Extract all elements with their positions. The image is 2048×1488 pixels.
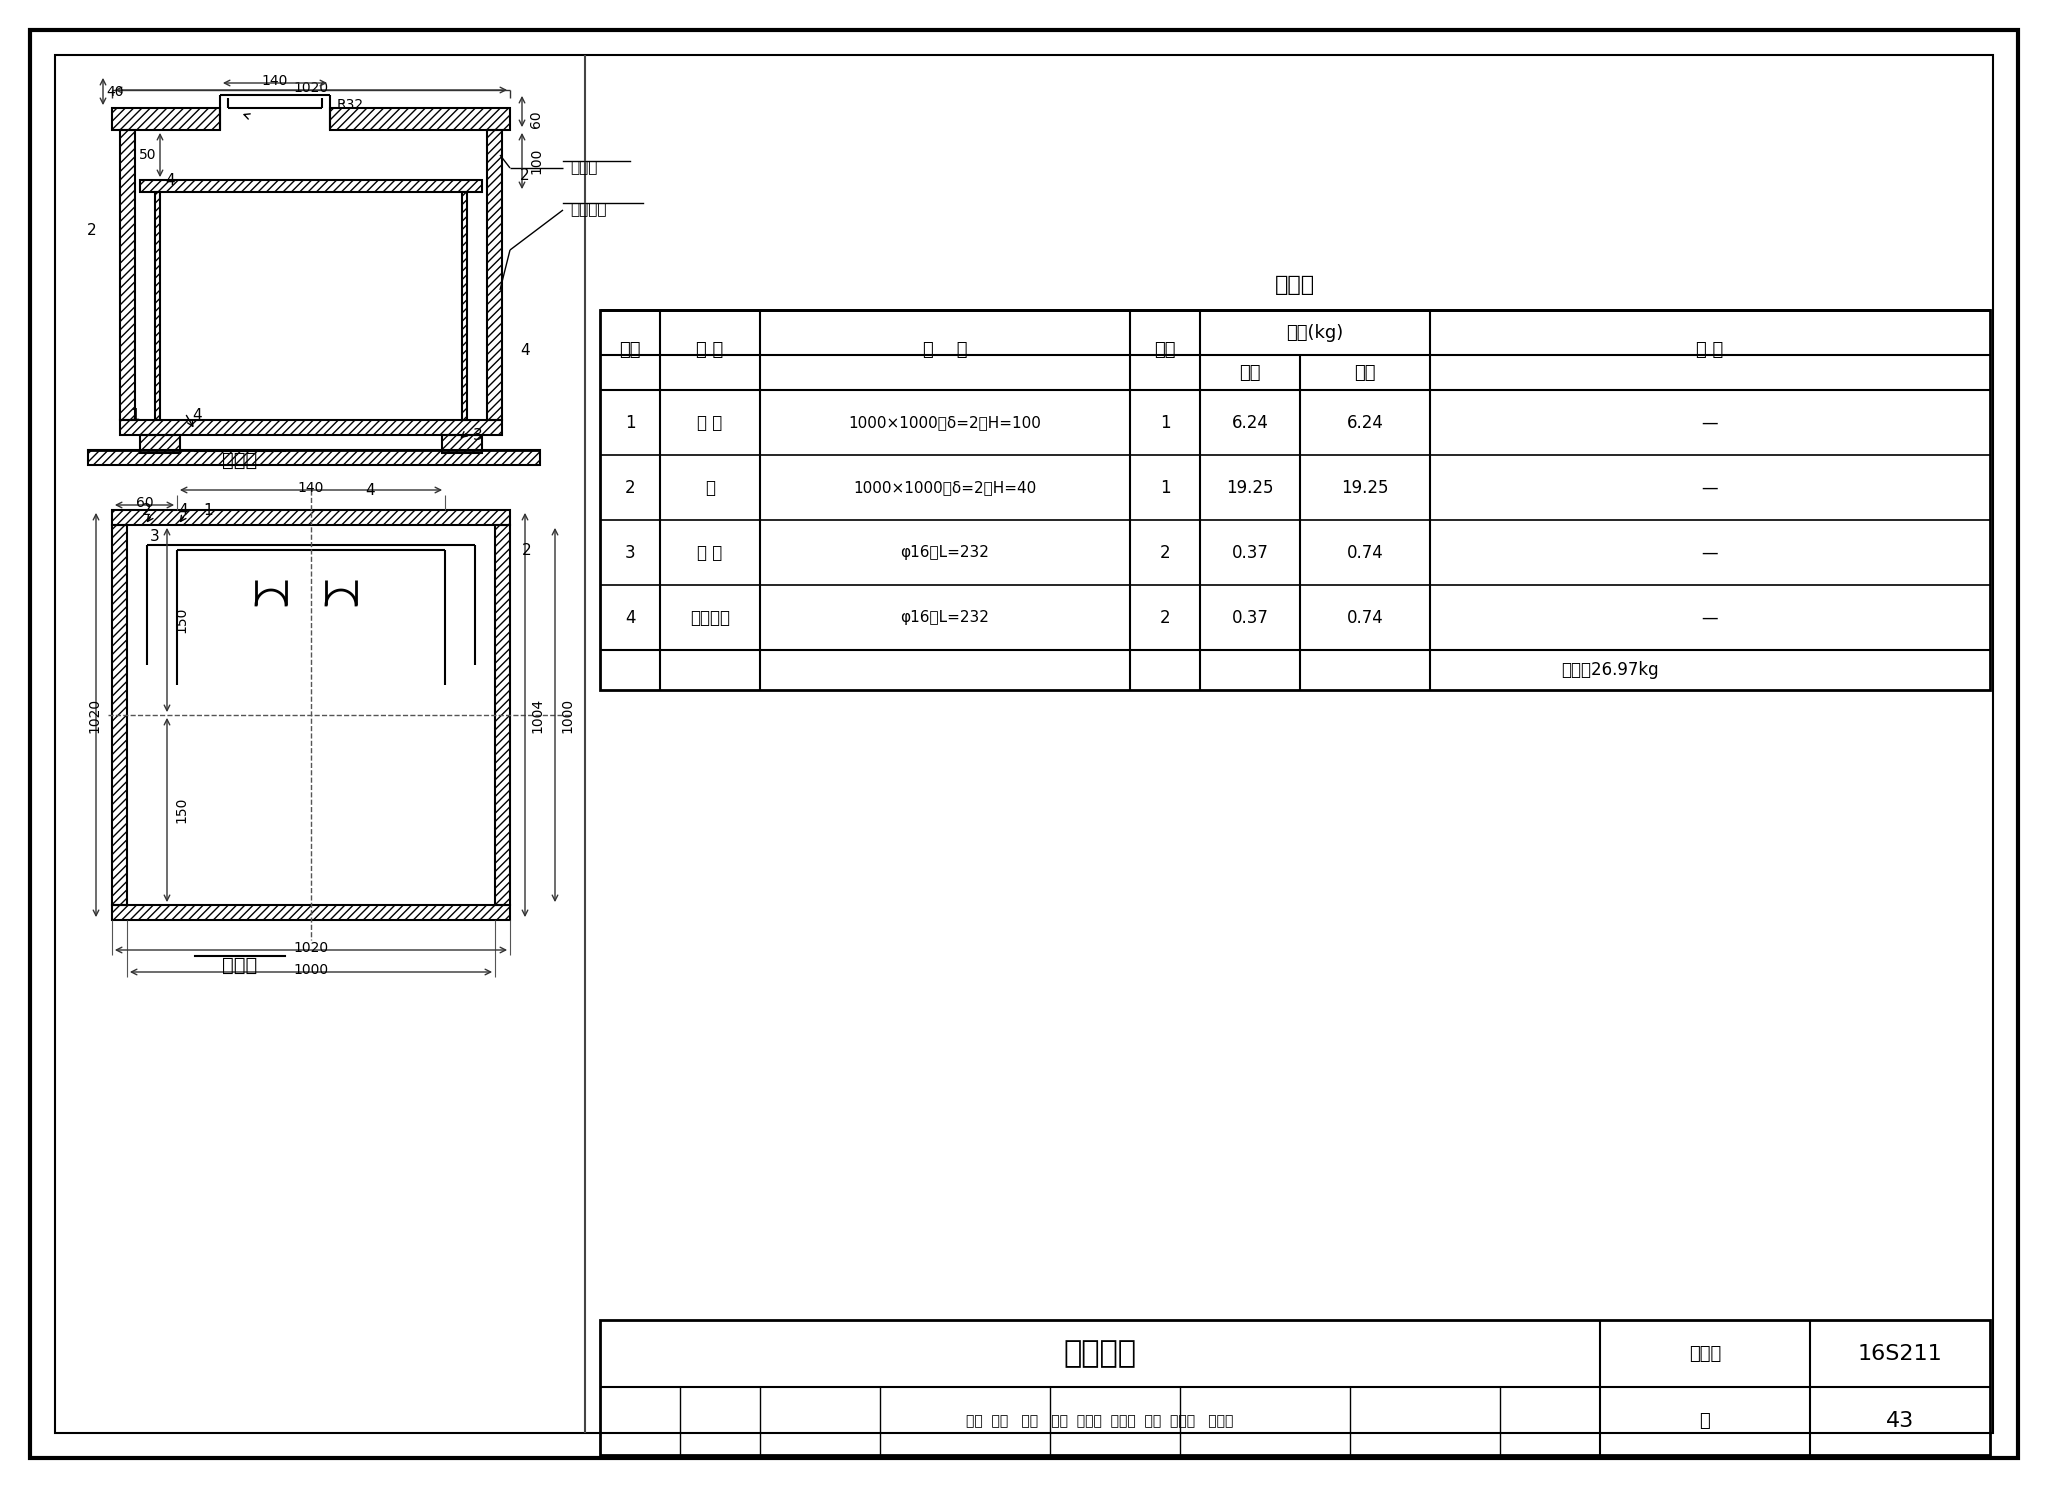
Text: 140: 140 [262, 74, 289, 88]
Text: 0.74: 0.74 [1348, 609, 1382, 626]
Text: 图集号: 图集号 [1690, 1345, 1720, 1363]
Text: 2: 2 [520, 168, 530, 183]
Text: 1: 1 [203, 503, 213, 518]
Text: 名 称: 名 称 [696, 341, 723, 359]
Text: —: — [1702, 609, 1718, 626]
Text: 2: 2 [1159, 543, 1169, 561]
Text: 3: 3 [625, 543, 635, 561]
Text: 4: 4 [625, 609, 635, 626]
Text: 60: 60 [135, 496, 154, 510]
Text: 2: 2 [141, 503, 152, 518]
Text: 1020: 1020 [86, 698, 100, 732]
Text: 1020: 1020 [293, 940, 328, 955]
Text: 4: 4 [520, 342, 530, 357]
Bar [330, 109, 510, 129]
Text: 盖: 盖 [705, 479, 715, 497]
Text: 3: 3 [150, 528, 160, 543]
Text: 锁链孔把: 锁链孔把 [690, 609, 729, 626]
Text: 3: 3 [473, 427, 483, 442]
Text: 100: 100 [528, 147, 543, 174]
Text: 2: 2 [625, 479, 635, 497]
Bar [496, 525, 510, 905]
Text: 规    格: 规 格 [924, 341, 967, 359]
Bar [121, 129, 135, 420]
Text: 筒 体: 筒 体 [698, 414, 723, 432]
Text: 0.74: 0.74 [1348, 543, 1382, 561]
Text: 19.25: 19.25 [1227, 479, 1274, 497]
Text: 序号: 序号 [618, 341, 641, 359]
Bar [88, 449, 541, 464]
Text: 4: 4 [365, 482, 375, 497]
Text: 备 注: 备 注 [1696, 341, 1724, 359]
Text: 2: 2 [1159, 609, 1169, 626]
Bar [156, 192, 160, 420]
Text: 立面图: 立面图 [223, 451, 258, 470]
Text: 4: 4 [166, 173, 174, 187]
Bar [113, 525, 127, 905]
Text: 1: 1 [131, 408, 139, 423]
Text: —: — [1702, 414, 1718, 432]
Bar [139, 180, 481, 192]
Bar [113, 109, 219, 129]
Text: 数量: 数量 [1155, 341, 1176, 359]
Text: 0.37: 0.37 [1231, 609, 1268, 626]
Text: 2: 2 [522, 543, 532, 558]
Text: 材料表: 材料表 [1276, 275, 1315, 295]
Text: 人孔型钢: 人孔型钢 [569, 202, 606, 217]
Text: 2: 2 [88, 223, 96, 238]
Text: —: — [1702, 479, 1718, 497]
Text: 6.24: 6.24 [1348, 414, 1384, 432]
Text: 1004: 1004 [530, 698, 545, 732]
Text: R32: R32 [336, 98, 365, 112]
Bar [487, 129, 502, 420]
Text: 1000×1000，δ=2，H=40: 1000×1000，δ=2，H=40 [854, 481, 1036, 496]
Text: 40: 40 [106, 85, 123, 98]
Text: 页: 页 [1700, 1412, 1710, 1430]
Text: 60: 60 [528, 110, 543, 128]
Text: 把 手: 把 手 [698, 543, 723, 561]
Text: 1000: 1000 [293, 963, 328, 978]
Bar [121, 420, 502, 434]
Text: —: — [1702, 543, 1718, 561]
Text: 150: 150 [174, 607, 188, 634]
Text: 6.24: 6.24 [1231, 414, 1268, 432]
Text: 140: 140 [297, 481, 324, 496]
Text: 4: 4 [193, 408, 203, 423]
Text: 16S211: 16S211 [1858, 1344, 1942, 1363]
Text: 43: 43 [1886, 1411, 1915, 1431]
Bar [600, 310, 1991, 690]
Text: 箱顶板: 箱顶板 [569, 161, 598, 176]
Text: 1: 1 [1159, 414, 1169, 432]
Text: 1000: 1000 [559, 698, 573, 732]
Text: 共重: 共重 [1354, 363, 1376, 381]
Text: 4: 4 [178, 503, 188, 518]
Text: 平面图: 平面图 [223, 955, 258, 975]
Text: φ16，L=232: φ16，L=232 [901, 545, 989, 559]
Text: 1000×1000，δ=2，H=100: 1000×1000，δ=2，H=100 [848, 415, 1042, 430]
Text: φ16，L=232: φ16，L=232 [901, 610, 989, 625]
Text: 1: 1 [625, 414, 635, 432]
Text: 50: 50 [139, 147, 158, 162]
Text: 19.25: 19.25 [1341, 479, 1389, 497]
Bar [139, 434, 180, 452]
Bar [600, 1320, 1991, 1455]
Text: 水箱人孔: 水箱人孔 [1063, 1339, 1137, 1367]
Text: 150: 150 [174, 796, 188, 823]
Text: 审核  朱瑞   米昀   校对  石永涛  石永涛  设计  马艳清   马艳清: 审核 朱瑞 米昀 校对 石永涛 石永涛 设计 马艳清 马艳清 [967, 1414, 1233, 1428]
Bar [463, 192, 467, 420]
Text: 1: 1 [1159, 479, 1169, 497]
Bar [442, 434, 481, 452]
Text: 0.37: 0.37 [1231, 543, 1268, 561]
Text: 1020: 1020 [293, 80, 328, 95]
Bar [113, 905, 510, 920]
Text: 总重：26.97kg: 总重：26.97kg [1561, 661, 1659, 679]
Text: 单重: 单重 [1239, 363, 1262, 381]
Bar [113, 510, 510, 525]
Text: 重量(kg): 重量(kg) [1286, 323, 1343, 342]
